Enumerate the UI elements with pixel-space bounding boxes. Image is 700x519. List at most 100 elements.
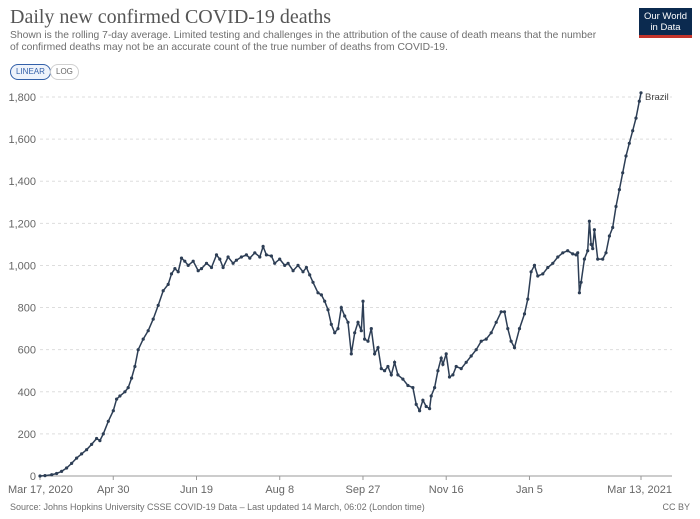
- data-point[interactable]: [499, 310, 503, 314]
- data-point[interactable]: [479, 339, 483, 343]
- data-point[interactable]: [586, 249, 590, 253]
- data-point[interactable]: [80, 452, 84, 456]
- data-point[interactable]: [589, 242, 593, 246]
- data-point[interactable]: [592, 228, 597, 232]
- data-point[interactable]: [576, 251, 580, 255]
- data-point[interactable]: [333, 331, 337, 335]
- data-point[interactable]: [451, 373, 455, 377]
- data-point[interactable]: [624, 154, 628, 158]
- data-point[interactable]: [393, 360, 397, 364]
- data-point[interactable]: [176, 270, 180, 274]
- data-point[interactable]: [226, 255, 230, 259]
- data-point[interactable]: [383, 369, 387, 373]
- data-point[interactable]: [60, 469, 64, 473]
- data-point[interactable]: [273, 261, 277, 265]
- data-point[interactable]: [316, 291, 320, 295]
- data-point[interactable]: [126, 386, 130, 390]
- data-point[interactable]: [526, 297, 530, 301]
- data-point[interactable]: [221, 265, 225, 270]
- data-point[interactable]: [179, 256, 184, 260]
- data-point[interactable]: [614, 204, 618, 209]
- data-point[interactable]: [186, 263, 190, 267]
- data-point[interactable]: [196, 269, 200, 273]
- data-point[interactable]: [474, 348, 478, 352]
- data-point[interactable]: [566, 249, 570, 253]
- data-point[interactable]: [436, 369, 440, 373]
- data-point[interactable]: [346, 320, 350, 324]
- data-point[interactable]: [627, 141, 631, 145]
- data-point[interactable]: [326, 308, 330, 312]
- data-point[interactable]: [319, 293, 323, 297]
- data-point[interactable]: [296, 263, 300, 267]
- data-point[interactable]: [356, 320, 360, 324]
- data-point[interactable]: [441, 362, 445, 366]
- data-point[interactable]: [343, 314, 347, 318]
- data-point[interactable]: [546, 265, 550, 270]
- data-point[interactable]: [464, 360, 468, 364]
- data-point[interactable]: [183, 259, 187, 263]
- data-point[interactable]: [454, 364, 458, 369]
- data-point[interactable]: [218, 257, 222, 261]
- data-point[interactable]: [512, 346, 517, 350]
- data-point[interactable]: [639, 91, 643, 95]
- data-point[interactable]: [401, 377, 405, 381]
- data-point[interactable]: [278, 257, 282, 261]
- data-point[interactable]: [607, 234, 612, 238]
- data-point[interactable]: [214, 253, 219, 257]
- data-point[interactable]: [541, 272, 545, 276]
- data-point[interactable]: [587, 219, 592, 223]
- data-point[interactable]: [151, 317, 155, 321]
- data-point[interactable]: [484, 337, 488, 341]
- data-point[interactable]: [577, 291, 582, 295]
- data-point[interactable]: [621, 171, 625, 175]
- data-point[interactable]: [421, 398, 425, 402]
- data-point[interactable]: [85, 448, 89, 452]
- data-point[interactable]: [136, 348, 140, 352]
- data-point[interactable]: [38, 474, 42, 478]
- data-point[interactable]: [323, 299, 327, 303]
- data-point[interactable]: [502, 310, 507, 314]
- data-point[interactable]: [389, 373, 393, 377]
- data-point[interactable]: [376, 346, 380, 350]
- data-point[interactable]: [414, 402, 418, 406]
- data-point[interactable]: [517, 327, 522, 331]
- data-point[interactable]: [258, 255, 262, 259]
- data-point[interactable]: [411, 386, 415, 390]
- data-point[interactable]: [55, 471, 59, 476]
- data-point[interactable]: [596, 257, 600, 261]
- data-point[interactable]: [199, 267, 204, 271]
- data-point[interactable]: [601, 257, 605, 261]
- data-point[interactable]: [424, 404, 428, 409]
- data-point[interactable]: [494, 320, 498, 324]
- data-point[interactable]: [133, 364, 137, 369]
- data-point[interactable]: [506, 327, 510, 331]
- data-point[interactable]: [234, 258, 238, 262]
- data-point[interactable]: [123, 390, 127, 394]
- data-point[interactable]: [95, 436, 99, 441]
- data-point[interactable]: [428, 407, 432, 411]
- data-point[interactable]: [529, 270, 533, 274]
- data-point[interactable]: [75, 456, 79, 460]
- data-point[interactable]: [429, 394, 433, 398]
- data-point[interactable]: [141, 337, 145, 341]
- data-point[interactable]: [551, 261, 555, 265]
- data-point[interactable]: [101, 432, 105, 436]
- data-point[interactable]: [604, 251, 608, 255]
- data-point[interactable]: [244, 253, 248, 257]
- data-point[interactable]: [386, 364, 390, 369]
- data-point[interactable]: [418, 409, 422, 413]
- data-point[interactable]: [308, 273, 312, 277]
- data-point[interactable]: [349, 352, 353, 356]
- data-point[interactable]: [611, 225, 615, 230]
- data-point[interactable]: [536, 274, 540, 278]
- data-point[interactable]: [591, 247, 595, 251]
- data-point[interactable]: [631, 129, 635, 133]
- data-point[interactable]: [156, 303, 160, 307]
- data-point[interactable]: [459, 367, 463, 371]
- series-label-brazil[interactable]: Brazil: [645, 92, 669, 103]
- data-point[interactable]: [329, 322, 333, 326]
- data-point[interactable]: [43, 474, 47, 478]
- source-note[interactable]: Source: Johns Hopkins University CSSE CO…: [10, 502, 425, 512]
- data-point[interactable]: [433, 386, 437, 390]
- data-point[interactable]: [90, 442, 94, 446]
